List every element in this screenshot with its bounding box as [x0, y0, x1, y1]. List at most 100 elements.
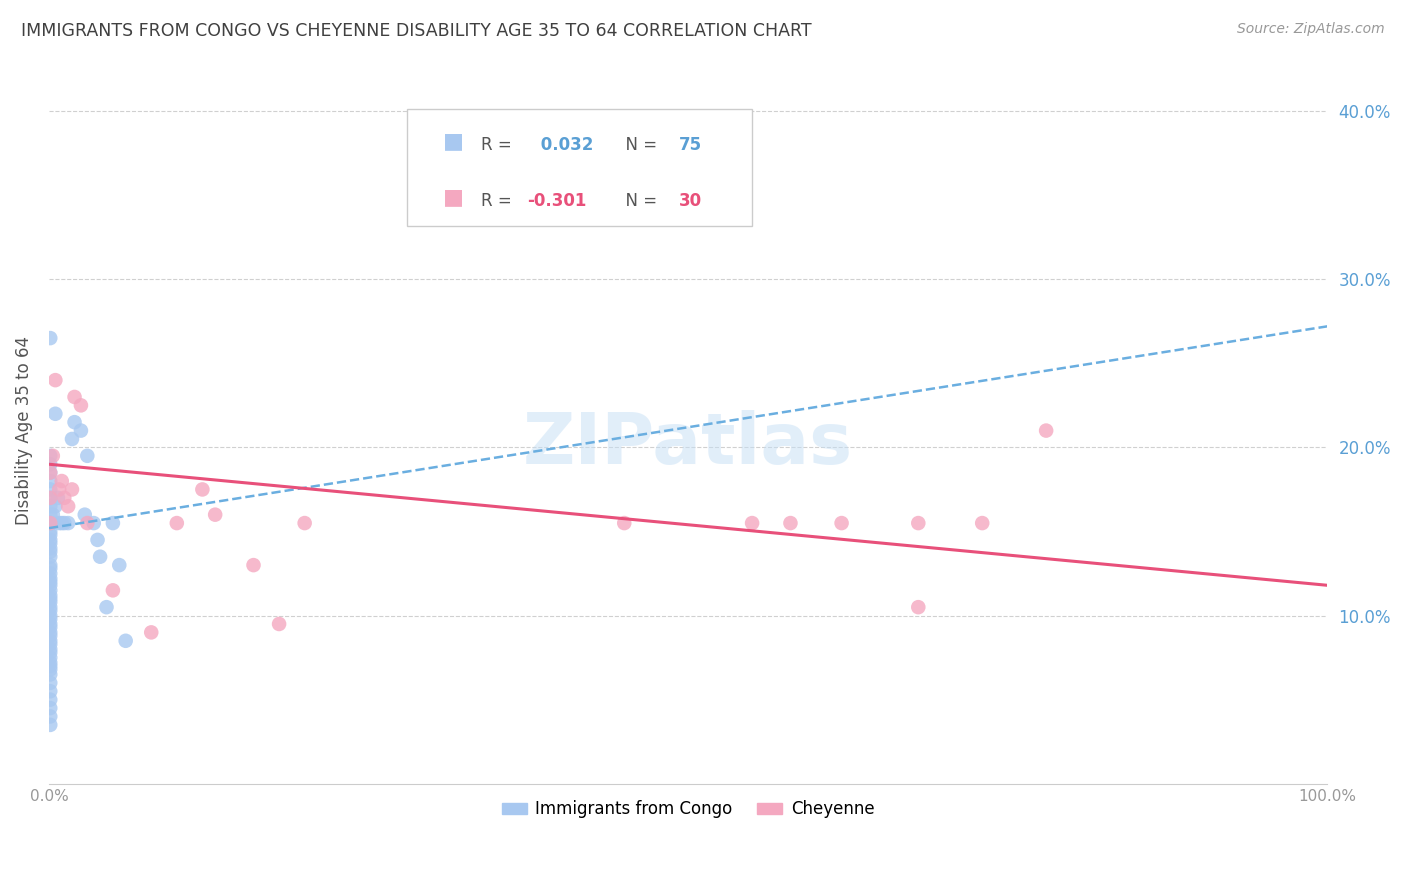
Point [39, 500, 62, 514]
Point [39, 533, 62, 547]
Text: ZIPatlas: ZIPatlas [523, 410, 853, 479]
Point [60, 483, 83, 497]
Point [44, 407, 66, 421]
Point [907, 516, 929, 530]
Point [39, 612, 62, 626]
Point [39, 466, 62, 480]
Point [70, 398, 93, 412]
Text: 75: 75 [679, 136, 703, 153]
Point [63, 390, 86, 404]
Point [267, 617, 290, 632]
Point [39, 617, 62, 632]
Point [39, 466, 62, 480]
Point [39, 620, 62, 634]
Point [44, 500, 66, 514]
Point [39, 457, 62, 471]
Point [39, 591, 62, 606]
Point [39, 516, 62, 530]
Text: -0.301: -0.301 [527, 192, 586, 210]
Point [613, 516, 636, 530]
Point [39, 491, 62, 505]
Point [741, 516, 763, 530]
Point [39, 583, 62, 598]
Point [73, 508, 96, 522]
Point [39, 659, 62, 673]
Text: Source: ZipAtlas.com: Source: ZipAtlas.com [1237, 22, 1385, 37]
Point [53, 516, 76, 530]
Text: 30: 30 [679, 192, 703, 210]
Point [53, 491, 76, 505]
Point [39, 578, 62, 592]
Point [972, 516, 994, 530]
Point [108, 558, 131, 573]
Point [39, 549, 62, 564]
Point [39, 588, 62, 602]
Point [39, 709, 62, 723]
Point [39, 637, 62, 651]
Point [204, 508, 226, 522]
Point [51, 474, 73, 488]
Point [56, 500, 79, 514]
Point [76, 516, 98, 530]
Point [523, 196, 546, 211]
Point [39, 474, 62, 488]
Point [39, 646, 62, 660]
Point [39, 625, 62, 640]
Point [39, 676, 62, 690]
Point [39, 508, 62, 522]
Point [39, 701, 62, 715]
Point [114, 633, 136, 648]
Text: ■: ■ [443, 187, 464, 208]
Point [39, 608, 62, 623]
Point [39, 662, 62, 676]
Point [39, 572, 62, 586]
Point [39, 483, 62, 497]
Point [44, 373, 66, 387]
Point [70, 424, 93, 438]
Point [39, 516, 62, 530]
Point [39, 692, 62, 706]
Point [42, 449, 65, 463]
Point [39, 331, 62, 345]
Text: ■: ■ [443, 131, 464, 151]
Point [101, 516, 124, 530]
Point [39, 516, 62, 530]
Text: IMMIGRANTS FROM CONGO VS CHEYENNE DISABILITY AGE 35 TO 64 CORRELATION CHART: IMMIGRANTS FROM CONGO VS CHEYENNE DISABI… [21, 22, 811, 40]
Point [39, 600, 62, 615]
Point [1035, 424, 1057, 438]
Point [39, 544, 62, 558]
Point [39, 650, 62, 665]
Point [96, 600, 118, 615]
Point [39, 524, 62, 539]
Point [39, 516, 62, 530]
Point [294, 516, 316, 530]
Text: R =: R = [481, 136, 517, 153]
Point [89, 549, 111, 564]
Point [166, 516, 188, 530]
Text: 0.032: 0.032 [534, 136, 593, 153]
Point [101, 583, 124, 598]
Legend: Immigrants from Congo, Cheyenne: Immigrants from Congo, Cheyenne [495, 794, 882, 825]
FancyBboxPatch shape [406, 109, 752, 226]
Point [39, 516, 62, 530]
Point [48, 483, 70, 497]
Point [76, 449, 98, 463]
Point [779, 516, 801, 530]
Point [56, 516, 79, 530]
Point [39, 536, 62, 550]
Point [39, 718, 62, 732]
Point [39, 561, 62, 575]
Y-axis label: Disability Age 35 to 64: Disability Age 35 to 64 [15, 336, 32, 525]
Point [39, 667, 62, 681]
Point [191, 483, 214, 497]
Point [39, 684, 62, 698]
Point [39, 516, 62, 530]
Point [39, 528, 62, 542]
Point [831, 516, 853, 530]
Point [63, 415, 86, 429]
Point [39, 595, 62, 609]
Point [39, 603, 62, 617]
Point [39, 574, 62, 589]
Text: N =: N = [616, 136, 662, 153]
Point [46, 491, 69, 505]
